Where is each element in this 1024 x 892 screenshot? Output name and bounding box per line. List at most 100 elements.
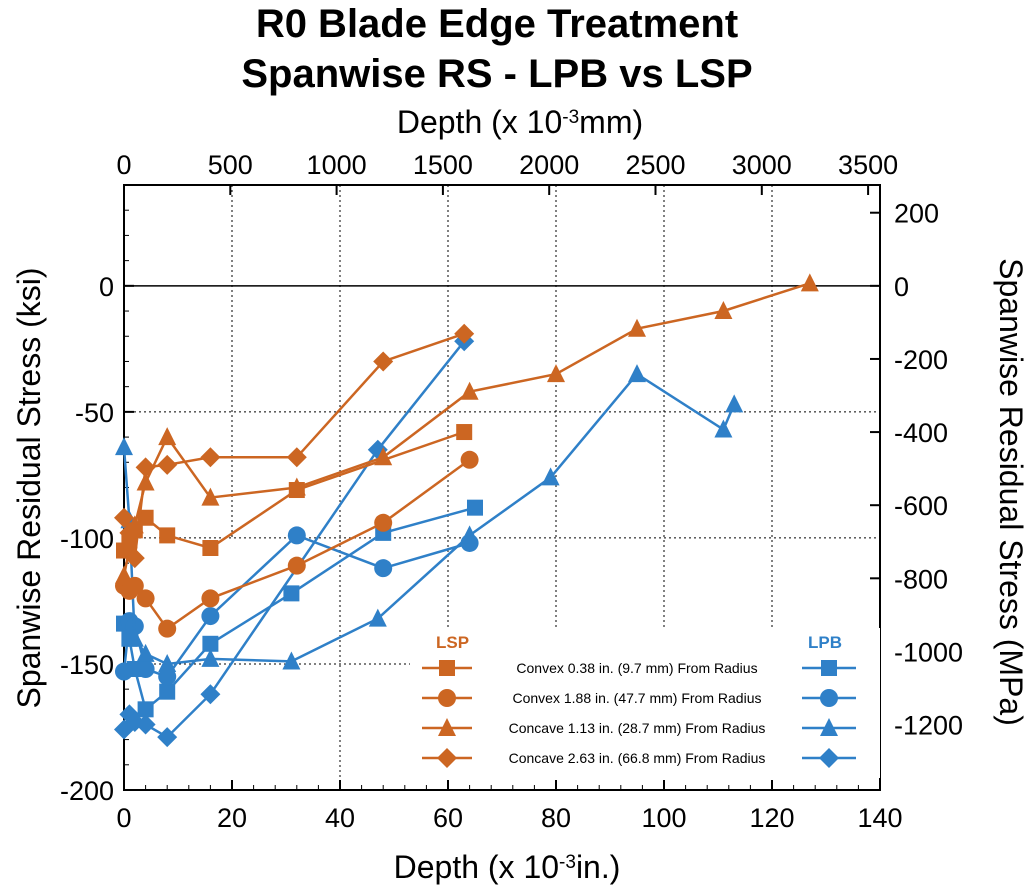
x-tick-label: 40 [325,803,355,833]
top-tick-label: 0 [116,150,131,180]
data-point [158,619,177,638]
legend-group-lsp: LSP [436,633,469,652]
series-lsp-circle [115,450,479,638]
data-point [119,522,140,543]
legend-marker-lsp [437,748,457,768]
top-tick-label: 1000 [307,150,367,180]
x-tick-label: 140 [857,803,902,833]
data-point [374,513,393,532]
right-tick-label: 200 [894,199,939,229]
data-point [202,540,219,556]
series-lpb-circle [115,526,479,686]
right-tick-label: -400 [894,418,948,448]
legend-label-4: Concave 2.63 in. (66.8 mm) From Radius [509,750,766,766]
x-tick-label: 60 [433,803,463,833]
data-point [282,651,301,670]
data-point [287,556,306,575]
data-point [368,608,387,627]
data-point [454,323,475,344]
legend-label-3: Concave 1.13 in. (28.7 mm) From Radius [509,720,766,736]
data-point [541,467,560,486]
data-point [157,454,178,475]
y-tick-label: -50 [75,398,114,428]
legend-marker-lsp [438,718,456,736]
data-point [136,660,155,678]
data-point [158,653,177,672]
data-point [201,607,220,626]
data-point [115,662,133,681]
grid [124,185,880,790]
data-point [283,585,300,602]
data-point [201,487,220,506]
data-point [467,499,483,516]
data-point [135,714,156,735]
data-point [460,525,479,544]
legend-marker-lsp [439,660,455,676]
data-point [800,273,819,292]
data-point [157,727,178,748]
data-point [159,527,176,544]
series-lsp-diamond [114,323,475,569]
data-point [158,427,177,446]
right-tick-label: -1000 [894,637,963,667]
data-point [115,437,133,456]
legend-background [410,628,880,778]
left-axis-title: Spanwise Residual Stress (ksi) [11,267,47,708]
data-series [114,273,819,748]
legend-marker-lpb [821,660,837,676]
x-tick-label: 100 [641,803,686,833]
data-point [373,351,394,372]
x-tick-label: 120 [749,803,794,833]
data-point [714,301,733,320]
data-point [125,628,144,647]
data-point [114,507,134,528]
data-point [374,559,393,578]
data-point [725,394,744,413]
data-point [456,424,473,441]
data-point [286,447,307,468]
data-point [135,457,156,478]
x-tick-label: 20 [217,803,247,833]
right-axis-title: Spanwise Residual Stress (MPa) [993,258,1024,726]
x-tick-label: 80 [541,803,571,833]
top-axis-title: Depth (x 10-3mm) [397,104,643,140]
data-point [136,472,155,491]
data-point [159,683,176,700]
data-point [628,318,646,337]
legend-label-1: Convex 0.38 in. (9.7 mm) From Radius [516,660,757,676]
top-tick-label: 2000 [519,150,579,180]
top-tick-label: 2500 [625,150,685,180]
series-lsp-triangle [115,273,819,584]
x-tick-label: 0 [116,803,131,833]
right-tick-label: -600 [894,491,948,521]
axes: 0 20 40 60 80 100 120 140 -200 -150 -100 -50 0 0 500 10… [60,150,963,833]
legend-marker-lpb [820,689,838,707]
data-point [201,648,220,667]
right-tick-label: -1200 [894,711,963,741]
data-point [287,526,306,545]
right-tick-label: -200 [894,345,948,375]
legend-marker-lpb [820,718,838,736]
y-tick-label: -150 [60,650,114,680]
series-lpb-triangle [115,364,744,672]
top-tick-label: 500 [208,150,253,180]
y-tick-label: -100 [60,524,114,554]
data-point [547,364,565,383]
legend-marker-lsp [438,689,456,707]
data-point [460,450,479,469]
legend-marker-lpb [819,748,839,768]
top-tick-label: 1500 [413,150,473,180]
data-point [287,477,306,496]
data-point [202,635,219,652]
data-point [374,447,393,466]
y-tick-label: 0 [99,272,114,302]
chart-title-line2: Spanwise RS - LPB vs LSP [241,52,752,96]
y-tick-label: -200 [60,776,114,806]
chart-title-line1: R0 Blade Edge Treatment [256,2,738,46]
data-point [460,381,479,400]
data-point [124,548,145,569]
data-point [115,565,133,584]
data-point [136,589,155,608]
data-point [628,364,646,383]
